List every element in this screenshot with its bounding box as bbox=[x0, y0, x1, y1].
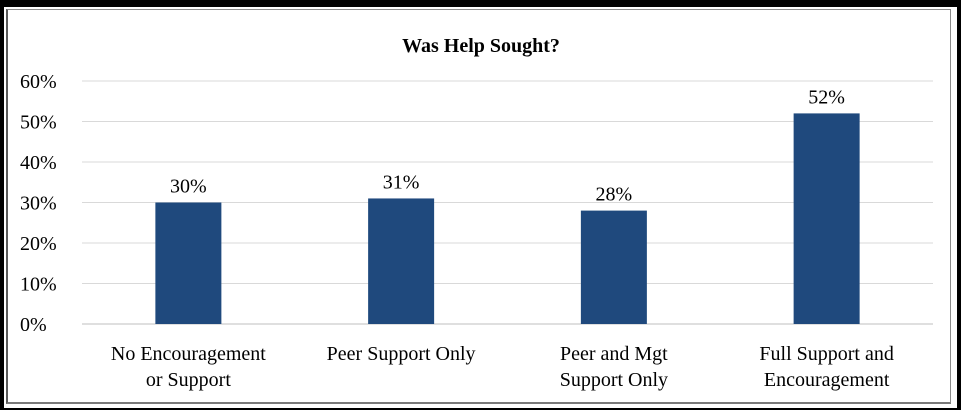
bar bbox=[793, 113, 860, 325]
y-tick-label: 20% bbox=[20, 233, 57, 255]
y-tick-label: 10% bbox=[20, 274, 57, 296]
bars bbox=[155, 113, 860, 325]
chart-title: Was Help Sought? bbox=[402, 35, 560, 57]
data-label: 28% bbox=[596, 184, 633, 206]
chart-inner-border bbox=[6, 9, 951, 404]
x-tick-label: Peer Support Only bbox=[327, 343, 476, 365]
x-tick-label: Peer and Mgt bbox=[560, 343, 668, 365]
x-tick-label: Support Only bbox=[560, 369, 668, 391]
x-tick-label: No Encouragement bbox=[111, 343, 266, 365]
y-tick-label: 0% bbox=[20, 314, 47, 336]
y-tick-label: 50% bbox=[20, 112, 57, 134]
data-labels: 30% 31% 28% 52% bbox=[170, 86, 845, 205]
data-label: 30% bbox=[170, 176, 207, 198]
y-tick-label: 60% bbox=[20, 71, 57, 93]
data-label: 31% bbox=[383, 171, 420, 193]
x-tick-label: Full Support and bbox=[759, 343, 893, 365]
x-tick-label: Encouragement bbox=[764, 369, 890, 391]
x-axis-ticks: No Encouragement or Support Peer Support O… bbox=[111, 343, 894, 391]
bar bbox=[580, 210, 647, 324]
gridlines bbox=[82, 80, 933, 325]
y-axis-ticks: 0% 10% 20% 30% 40% 50% 60% bbox=[20, 71, 57, 336]
bar bbox=[155, 202, 222, 324]
x-tick-label: or Support bbox=[146, 369, 231, 391]
bar bbox=[368, 198, 435, 324]
data-label: 52% bbox=[808, 86, 845, 108]
y-tick-label: 40% bbox=[20, 152, 57, 174]
y-tick-label: 30% bbox=[20, 193, 57, 215]
